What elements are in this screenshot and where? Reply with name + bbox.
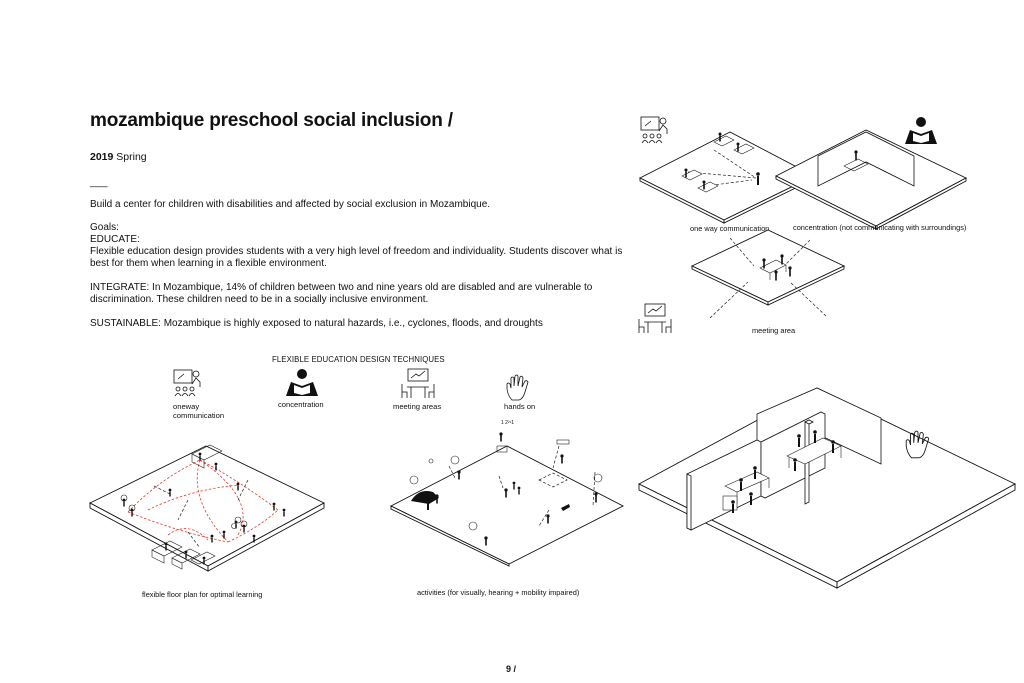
activities-caption: activities (for visually, hearing + mobi…: [417, 588, 580, 597]
goals-heading: Goals:: [90, 222, 119, 233]
technique-label-oneway: oneway communication: [173, 402, 225, 420]
sustainable-text: SUSTAINABLE: Mozambique is highly expose…: [90, 318, 543, 329]
reading-person-icon: [286, 369, 318, 396]
reading-person-icon-top: [905, 117, 937, 144]
concentration-caption: concentration (not communicating with su…: [793, 223, 967, 232]
project-date: 2019 Spring: [90, 151, 147, 163]
page-number: 9 /: [506, 664, 517, 674]
communication-concentration-diagram: [639, 129, 967, 230]
divider: ___: [90, 176, 108, 188]
teacher-board-icon: [173, 369, 201, 397]
floor-plan-diagram: [89, 444, 325, 572]
technique-label-hands-on: hands on: [504, 402, 536, 411]
techniques-heading: FLEXIBLE EDUCATION DESIGN TECHNIQUES: [272, 355, 445, 364]
classroom-isometric-diagram: [638, 387, 1016, 589]
svg-text:1 2²¹1: 1 2²¹1: [501, 420, 514, 426]
page-title: mozambique preschool social inclusion /: [90, 110, 453, 131]
floor-plan-caption: flexible floor plan for optimal learning: [142, 590, 263, 599]
project-season: Spring: [116, 151, 147, 163]
technique-label-concentration: concentration: [278, 400, 324, 409]
one-way-caption: one way communication: [690, 224, 770, 233]
integrate-text: INTEGRATE: In Mozambique, 14% of childre…: [90, 282, 593, 306]
teacher-board-icon-top: [640, 116, 668, 144]
project-year: 2019: [90, 151, 114, 163]
educate-text: Flexible education design provides stude…: [90, 246, 623, 270]
meeting-area-caption: meeting area: [752, 326, 796, 335]
hand-icon-large: [905, 430, 930, 459]
meeting-area-diagram: [690, 229, 846, 319]
meeting-table-icon: [401, 368, 435, 398]
meeting-table-icon-top: [638, 303, 672, 333]
hand-icon: [506, 374, 529, 401]
educate-heading: EDUCATE:: [90, 234, 140, 245]
technique-label-meeting: meeting areas: [393, 402, 442, 411]
summary-text: Build a center for children with disabil…: [90, 199, 491, 210]
activities-diagram: 1 2²¹1: [390, 420, 624, 567]
